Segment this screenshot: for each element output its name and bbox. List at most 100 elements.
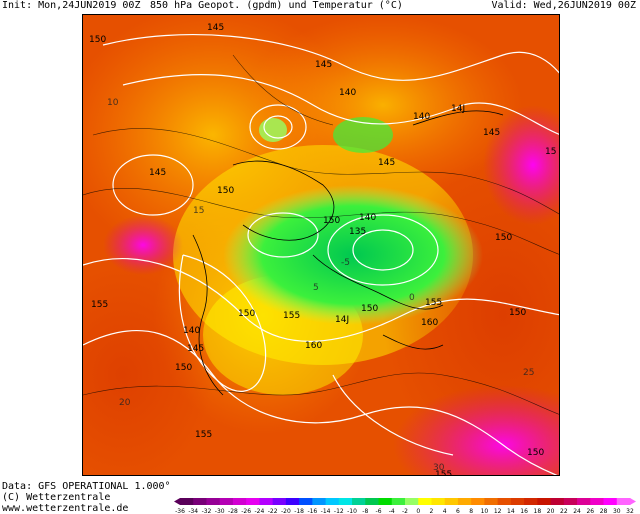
- contour-label: 145: [483, 128, 500, 138]
- colorbar-swatch: [431, 498, 446, 505]
- colorbar-arrow-right: [630, 498, 636, 505]
- colorbar-swatch: [338, 498, 353, 505]
- colorbar-swatch: [510, 498, 525, 505]
- colorbar-swatch: [537, 498, 552, 505]
- contour-label: 150: [361, 304, 378, 314]
- contour-label: 150: [175, 363, 192, 373]
- coastlines: [192, 110, 504, 396]
- colorbar-tick-label: -22: [268, 508, 278, 514]
- colorbar-tick-label: -12: [334, 508, 344, 514]
- colorbar-tick-label: -26: [241, 508, 251, 514]
- contour-labels: 150 145 145 140 14J 140 145 145 150 145 …: [89, 23, 556, 475]
- colorbar-tick-label: 14: [507, 508, 515, 514]
- colorbar-swatch: [603, 498, 618, 505]
- cold-region: [333, 117, 393, 153]
- colorbar-swatch: [616, 498, 631, 505]
- contour-label: 135: [349, 227, 366, 237]
- colorbar-swatch: [550, 498, 565, 505]
- colorbar-tick-label: 22: [560, 508, 568, 514]
- contour-label: 140: [339, 88, 356, 98]
- contour-label: 140: [359, 213, 376, 223]
- hot-region: [83, 265, 213, 475]
- colorbar-swatch: [484, 498, 499, 505]
- copyright: (C) Wetterzentrale: [2, 492, 111, 503]
- colorbar-swatch: [378, 498, 393, 505]
- contour-label: 150: [89, 35, 106, 45]
- colorbar-tick-label: -20: [281, 508, 291, 514]
- colorbar-tick-label: 28: [600, 508, 608, 514]
- colorbar-swatch: [577, 498, 591, 505]
- colorbar-canvas: -36 -34 -32 -30 -28 -26 -24 -22 -20 -18 -16 -14 -12-…: [174, 498, 636, 514]
- map-canvas: 150 145 145 140 14J 140 145 145 150 145 …: [83, 15, 559, 475]
- colorbar-swatch: [563, 498, 578, 505]
- contour-label: 150: [527, 448, 544, 458]
- init-time: Init: Mon,24JUN2019 00Z: [2, 0, 141, 11]
- hot-spot: [103, 215, 183, 275]
- colorbar-swatch: [259, 498, 274, 505]
- colorbar-tick-label: 8: [469, 508, 473, 514]
- colorbar-swatch: [219, 498, 234, 505]
- colorbar-tick-label: -24: [255, 508, 265, 514]
- colorbar-swatch: [457, 498, 472, 505]
- colorbar-tick-label: -4: [389, 508, 395, 514]
- weather-map: 150 145 145 140 14J 140 145 145 150 145 …: [82, 14, 560, 476]
- colorbar-swatch: [180, 498, 194, 505]
- contour-label: 160: [305, 341, 322, 351]
- colorbar-tick-label: -10: [347, 508, 357, 514]
- colorbar-swatch: [352, 498, 366, 505]
- colorbar-tick-label: 24: [573, 508, 581, 514]
- contour-label: 150: [238, 309, 255, 319]
- colorbar-tick-label: -2: [402, 508, 408, 514]
- contour-label: 15: [545, 147, 556, 157]
- contour-label: 14J: [451, 104, 465, 114]
- contour-label: 160: [421, 318, 438, 328]
- contour-label: 150: [495, 233, 512, 243]
- temp-label: 25: [523, 368, 534, 378]
- contour-label: 145: [149, 168, 166, 178]
- contour-label: 145: [187, 344, 204, 354]
- temp-label: 5: [313, 283, 319, 293]
- colorbar-tick-label: -34: [188, 508, 198, 514]
- contour-label: 145: [207, 23, 224, 33]
- colorbar-tick-label: 32: [626, 508, 634, 514]
- contour-label: 140: [183, 326, 200, 336]
- temp-label: -5: [341, 258, 350, 268]
- cold-region: [223, 185, 483, 325]
- temp-label: 20: [119, 398, 131, 408]
- temperature-contours: [83, 54, 559, 415]
- hot-spot: [483, 105, 559, 225]
- geopotential-contours: [83, 34, 559, 475]
- contour-label: 155: [425, 298, 442, 308]
- colorbar-tick-label: -18: [294, 508, 304, 514]
- colorbar-tick-label: 18: [534, 508, 542, 514]
- contour-label: 155: [91, 300, 108, 310]
- valid-time: Valid: Wed,26JUN2019 00Z: [491, 0, 637, 11]
- colorbar-tick-label: 0: [416, 508, 420, 514]
- colorbar-tick-label: -36: [175, 508, 185, 514]
- colorbar-swatch: [391, 498, 406, 505]
- temp-label: 15: [193, 206, 204, 216]
- colorbar-tick-label: -8: [362, 508, 368, 514]
- website-url: www.wetterzentrale.de: [2, 503, 129, 514]
- colorbar-swatch: [444, 498, 459, 505]
- colorbar-swatch: [312, 498, 327, 505]
- colorbar-swatch: [246, 498, 260, 505]
- colorbar-tick-label: -30: [215, 508, 225, 514]
- colorbar-tick-label: -14: [321, 508, 331, 514]
- map-title: 850 hPa Geopot. (gpdm) und Temperatur (°…: [150, 0, 403, 11]
- contour-label: 150: [323, 216, 340, 226]
- temp-label: 30: [433, 463, 445, 473]
- colorbar-tick-label: -28: [228, 508, 238, 514]
- contour-label: 145: [315, 60, 332, 70]
- colorbar-swatch: [285, 498, 300, 505]
- contour-label: 14J: [335, 315, 349, 325]
- colorbar-tick-label: 10: [481, 508, 489, 514]
- contour-label: 155: [195, 430, 212, 440]
- colorbar-swatch: [272, 498, 287, 505]
- colorbar-tick-label: 20: [547, 508, 555, 514]
- colorbar-swatch: [590, 498, 605, 505]
- colorbar-swatch: [193, 498, 207, 505]
- hot-spot: [393, 385, 559, 475]
- contour-label: 155: [283, 311, 300, 321]
- colorbar-tick-label: -16: [307, 508, 317, 514]
